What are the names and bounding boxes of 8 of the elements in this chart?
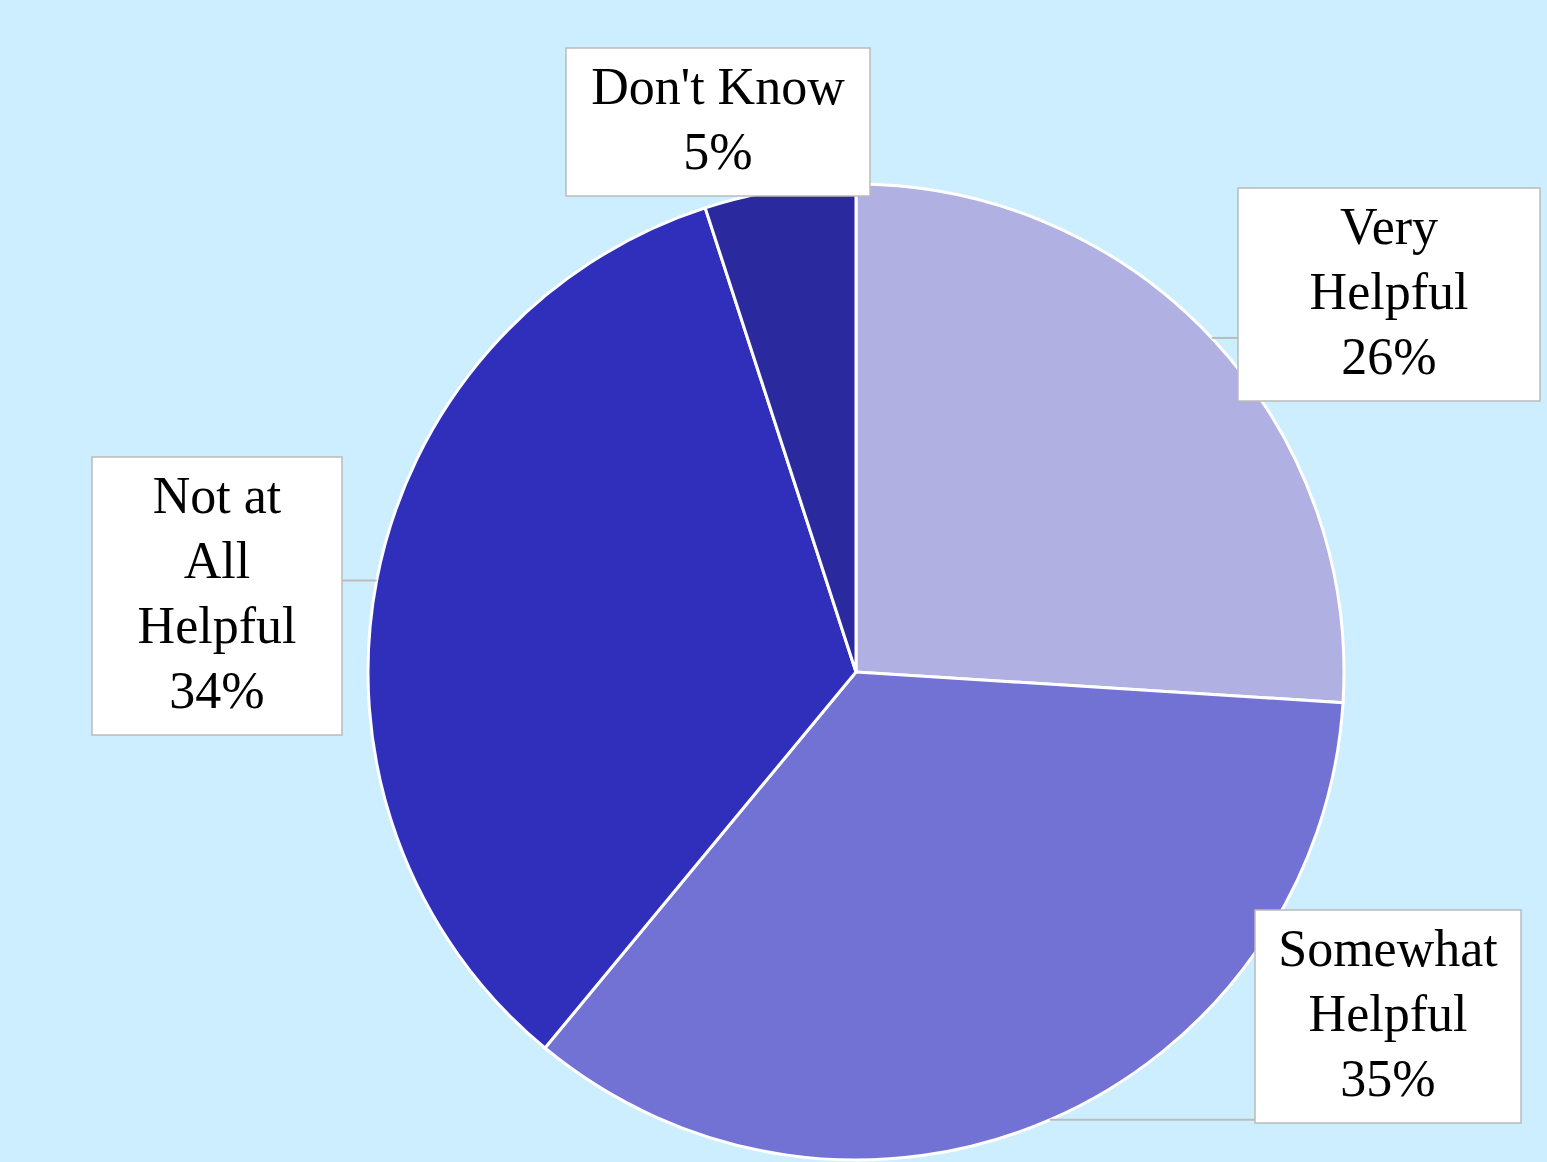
- data-label: 26%: [1341, 328, 1437, 386]
- slice-label: Don't Know: [591, 58, 846, 116]
- slice-label: Somewhat Helpful: [1278, 920, 1499, 1043]
- data-label: 34%: [169, 662, 265, 720]
- data-label: 35%: [1340, 1050, 1436, 1108]
- data-label: 5%: [683, 123, 753, 181]
- slice-label: Very Helpful: [1309, 198, 1469, 321]
- slice-label: Not at All Helpful: [137, 467, 297, 655]
